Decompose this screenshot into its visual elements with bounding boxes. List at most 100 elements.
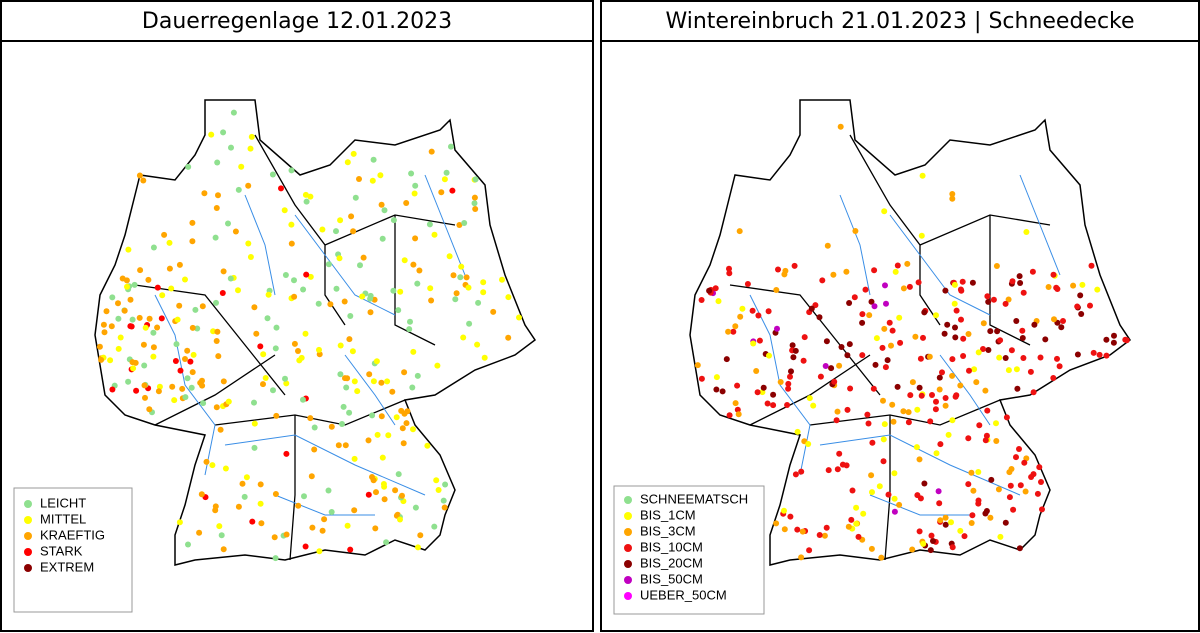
observation-dot [395,307,402,314]
observation-dot [282,375,288,382]
observation-dot [232,228,239,235]
observation-dot [241,493,248,500]
observation-dot [789,342,796,349]
observation-dot [773,520,780,527]
observation-dot [933,312,939,319]
observation-dot [785,380,792,387]
observation-dot [243,474,250,481]
observation-dot [302,330,309,337]
observation-dot [101,329,108,336]
observation-dot [442,481,449,488]
observation-dot [896,501,903,508]
observation-dot [416,267,423,274]
observation-dot [774,325,780,332]
observation-dot [403,420,410,427]
observation-dot [124,283,130,290]
observation-dot [1017,280,1024,286]
observation-dot [1053,284,1060,291]
observation-dot [846,300,853,306]
observation-dot [260,351,267,358]
observation-dot [756,337,763,344]
observation-dot [199,382,206,389]
observation-dot [176,261,183,268]
observation-dot [735,411,742,418]
legend-swatch [624,544,632,552]
observation-dot [379,454,386,461]
legend-swatch [624,496,632,504]
observation-dot [805,441,812,447]
river [839,194,871,296]
observation-dot [712,285,719,292]
observation-dot [166,265,173,272]
observation-dot [251,304,258,311]
observation-dot [1087,302,1093,309]
observation-dot [869,489,875,496]
observation-dot [1023,229,1030,235]
observation-dot [694,362,701,369]
observation-dot [869,439,876,446]
observation-dot [372,525,379,532]
observation-dot [928,532,935,539]
observation-dot [311,424,318,431]
observation-dot [281,207,288,214]
observation-dot [949,544,956,551]
observation-dot [975,497,982,504]
observation-dot [295,502,302,509]
observation-dot [1070,282,1077,289]
observation-dot [952,324,958,331]
observation-dot [140,177,147,184]
observation-dot [1031,321,1038,328]
observation-dot [988,476,995,483]
observation-dot [892,268,899,275]
observation-dot [251,399,257,406]
observation-dot [715,298,722,305]
legend-swatch [624,512,632,520]
observation-dot [395,471,402,478]
observation-dot [849,487,856,494]
observation-dot [249,518,256,525]
observation-dot [407,318,413,325]
observation-dot [366,371,373,378]
observation-dot [736,228,743,235]
observation-dot [906,283,913,290]
legend-swatch [624,528,632,536]
observation-dot [1103,336,1110,343]
observation-dot [1002,300,1009,307]
observation-dot [914,406,921,413]
observation-dot [133,387,140,394]
observation-dot [806,395,813,402]
observation-dot [480,279,487,286]
observation-dot [900,408,907,415]
observation-dot [410,261,417,268]
observation-dot [189,238,196,245]
observation-dot [472,176,479,183]
observation-dot [189,369,196,376]
observation-dot [949,195,956,202]
legend-swatch [24,564,32,572]
observation-dot [1020,355,1027,361]
legend-label: BIS_10CM [640,539,703,554]
observation-dot [319,527,326,534]
observation-dot [239,480,246,487]
observation-dot [781,271,788,278]
observation-dot [816,532,823,538]
observation-dot [915,279,922,286]
legend-label: KRAEFTIG [40,527,105,542]
river [939,354,991,426]
observation-dot [117,334,124,341]
observation-dot [397,288,404,295]
observation-dot [466,320,473,327]
observation-dot [868,298,875,305]
observation-dot [367,309,374,316]
observation-dot [983,432,990,439]
legend-label: LEICHT [40,495,86,510]
observation-dot [400,440,407,447]
observation-dot [158,315,165,322]
observation-dot [791,262,798,269]
observation-dot [1074,303,1081,310]
observation-dot [344,522,351,529]
observation-dot [142,324,149,331]
observation-dot [970,487,977,494]
observation-dot [346,336,353,343]
